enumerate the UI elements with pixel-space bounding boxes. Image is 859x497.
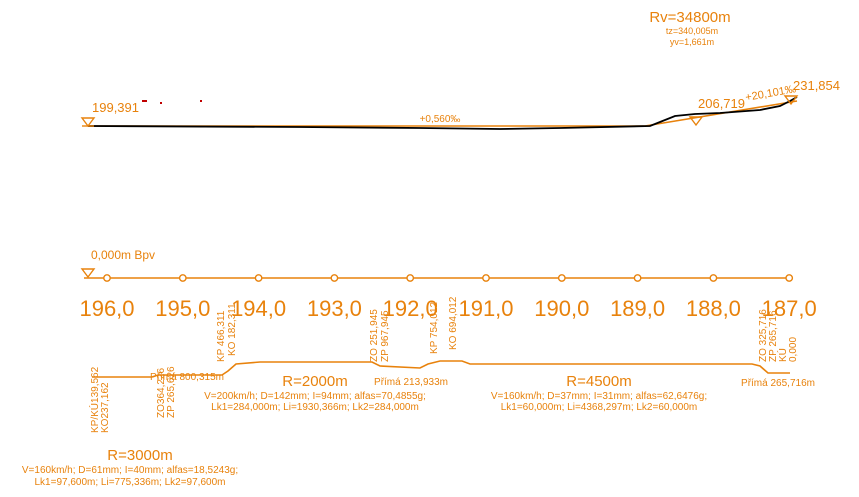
- point-kp-l2-label: KP 466,311: [216, 310, 227, 362]
- point-zo-right-label: ZO 325,716: [758, 309, 769, 362]
- km-label: 187,0: [762, 296, 817, 321]
- point-zo-mid-label: ZO 251,945: [369, 309, 380, 362]
- straight-2-label: Přímá 213,933m: [374, 377, 448, 388]
- straight-3-label: Přímá 265,716m: [741, 378, 815, 389]
- grade-main-label: +0,560‰: [420, 114, 461, 125]
- curve-r2000: R=2000m V=200km/h; D=142mm; I=94mm; alfa…: [204, 373, 426, 413]
- point-kp-mid-label: KP 754,012: [429, 301, 440, 354]
- terrain-profile-line: [87, 96, 798, 130]
- point-ko-l2-label: KO 182,311: [227, 303, 238, 356]
- km-label: 195,0: [155, 296, 210, 321]
- km-tick: [709, 274, 718, 282]
- elevation-right-label: 231,854: [793, 78, 840, 93]
- survey-markers: [142, 100, 202, 104]
- point-ku-right-label: KÚ: [776, 348, 789, 362]
- km-tick: [557, 274, 566, 282]
- vertical-curve-ordinate: yv=1,661m: [670, 37, 714, 47]
- km-tick: [178, 274, 187, 282]
- km-label: 193,0: [307, 296, 362, 321]
- curve-r2000-lengths: Lk1=284,000m; Li=1930,366m; Lk2=284,000m: [211, 402, 419, 413]
- curve-r3000-radius: R=3000m: [107, 447, 172, 464]
- stationing-start-label: 0,000m Bpv: [91, 248, 155, 262]
- survey-marker: [142, 100, 147, 102]
- point-kpku-label: KP/KÚ139,562: [88, 366, 101, 433]
- km-tick-group: [103, 274, 794, 282]
- elevation-left-label: 199,391: [92, 100, 139, 115]
- point-ko-mid-label: KO 694,012: [448, 296, 459, 350]
- point-zp-left-label: ZP 265,626: [166, 366, 177, 418]
- km-label: 189,0: [610, 296, 665, 321]
- km-label: 188,0: [686, 296, 741, 321]
- elevation-marker-right: [783, 95, 799, 106]
- vertical-curve-tangent: tz=340,005m: [666, 26, 718, 36]
- km-tick: [785, 274, 794, 282]
- elevation-marker-mid: [688, 116, 704, 127]
- curve-r4500: R=4500m V=160km/h; D=37mm; I=31mm; alfas…: [491, 373, 707, 413]
- point-zp-right-label: ZP 265,716: [768, 310, 779, 362]
- stationing-start-marker: [80, 268, 96, 279]
- alignment-line: [92, 360, 790, 378]
- km-tick: [103, 274, 111, 282]
- survey-marker: [200, 100, 202, 102]
- curve-r3000: R=3000m V=160km/h; D=61mm; I=40mm; alfas…: [22, 447, 238, 488]
- km-label: 196,0: [79, 296, 134, 321]
- curve-r4500-params: V=160km/h; D=37mm; I=31mm; alfas=62,6476…: [491, 391, 707, 402]
- km-label-group: 196,0 195,0 194,0 193,0 192,0 191,0 190,0 189,0…: [79, 296, 816, 321]
- curve-r4500-lengths: Lk1=60,000m; Li=4368,297m; Lk2=60,000m: [501, 402, 698, 413]
- km-label: 192,0: [383, 296, 438, 321]
- elevation-mid-label: 206,719: [698, 96, 745, 111]
- point-zo-left-label: ZO364,226: [156, 368, 167, 418]
- km-label: 191,0: [458, 296, 513, 321]
- km-label: 194,0: [231, 296, 286, 321]
- km-label: 190,0: [534, 296, 589, 321]
- curve-r3000-lengths: Lk1=97,600m; Li=775,336m; Lk2=97,600m: [35, 477, 226, 488]
- curve-r2000-params: V=200km/h; D=142mm; I=94mm; alfas=70,485…: [204, 391, 426, 402]
- vertical-curve-radius: Rv=34800m: [649, 9, 730, 26]
- vertical-curve-annotation: Rv=34800m tz=340,005m yv=1,661m: [649, 9, 730, 47]
- elevation-marker-left: [80, 117, 96, 128]
- curve-r3000-params: V=160km/h; D=61mm; I=40mm; alfas=18,5243…: [22, 465, 238, 476]
- curve-r4500-radius: R=4500m: [566, 373, 631, 390]
- straight-1-label: Přímá 800,315m: [150, 372, 224, 383]
- curve-r2000-radius: R=2000m: [282, 373, 347, 390]
- km-tick: [330, 274, 339, 282]
- point-zero-right-label: 0,000: [788, 337, 799, 362]
- survey-marker: [160, 102, 162, 104]
- km-tick: [482, 274, 490, 282]
- km-tick: [254, 274, 263, 282]
- km-tick: [406, 274, 415, 282]
- km-tick: [633, 274, 642, 282]
- point-zp-mid-label: ZP 967,945: [380, 310, 391, 362]
- point-ko-left-label: KO237,162: [100, 382, 111, 433]
